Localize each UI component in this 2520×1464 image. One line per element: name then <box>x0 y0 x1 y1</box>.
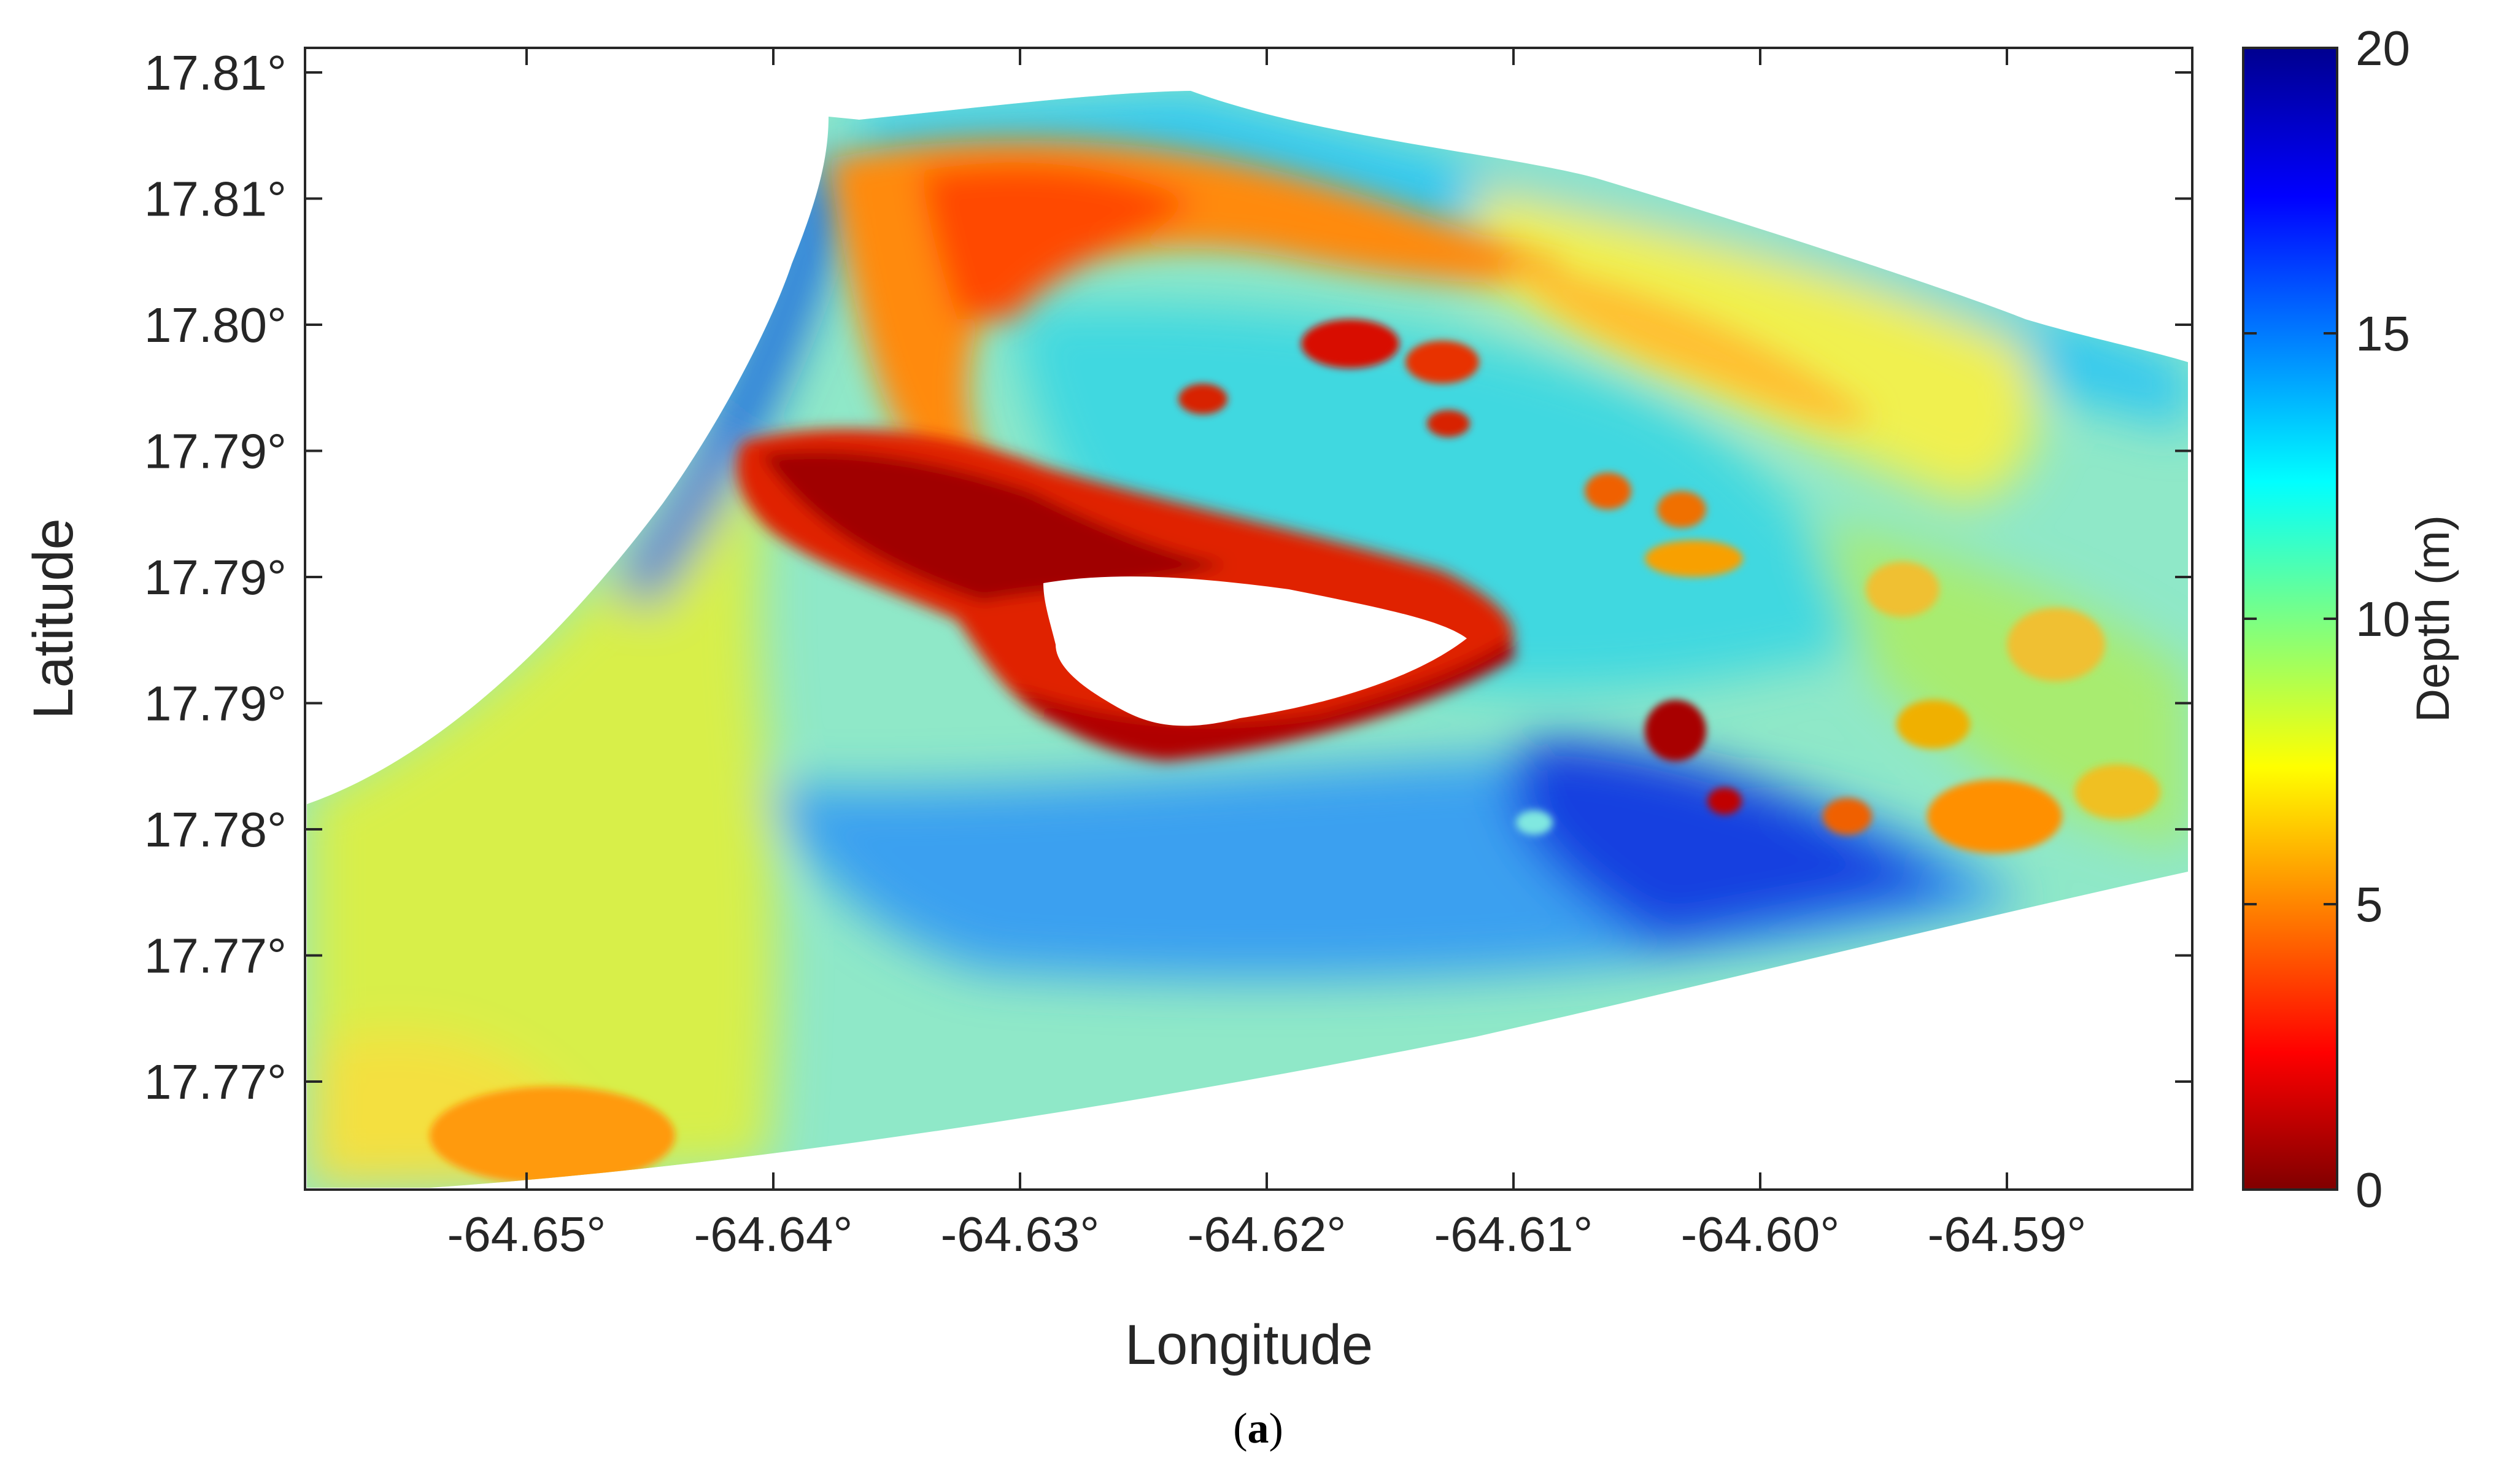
y-axis-ticks: 17.81° 17.81° 17.80° 17.79° 17.79° 17.79° 17.7… <box>144 45 2192 1109</box>
colorbar-tick-label: 5 <box>2356 877 2383 932</box>
y-tick-label: 17.77° <box>144 929 287 983</box>
x-tick-label: -64.60° <box>1681 1207 1840 1261</box>
y-tick-label: 17.79° <box>144 424 287 479</box>
x-axis-ticks: -64.65° -64.64° -64.63° -64.62° -64.61° -64.6… <box>447 48 2087 1261</box>
colorbar-tick-label: 10 <box>2356 592 2410 646</box>
caption-close-paren: ) <box>1269 1405 1283 1452</box>
y-axis-title: Latitude <box>22 518 85 719</box>
x-tick-label: -64.64° <box>694 1207 853 1261</box>
bathymetry-map <box>305 48 2192 1190</box>
caption-open-paren: ( <box>1233 1405 1247 1452</box>
caption-letter: a <box>1248 1405 1269 1452</box>
y-tick-label: 17.79° <box>144 676 287 731</box>
y-tick-label: 17.81° <box>144 172 287 227</box>
x-tick-label: -64.62° <box>1188 1207 1347 1261</box>
y-tick-label: 17.81° <box>144 45 287 100</box>
colorbar-title: Depth (m) <box>2407 515 2459 722</box>
figure-caption: (a) <box>1233 1405 1283 1452</box>
map-axes-box <box>304 47 2193 1191</box>
colorbar-tick-label: 0 <box>2356 1163 2383 1217</box>
colorbar-gradient <box>2242 47 2338 1191</box>
x-axis-title: Longitude <box>1125 1314 1373 1376</box>
y-tick-label: 17.77° <box>144 1055 287 1109</box>
y-tick-label: 17.79° <box>144 550 287 605</box>
y-tick-label: 17.78° <box>144 802 287 857</box>
depth-colorbar: 0 5 10 15 20 Depth (m) <box>2242 21 2459 1217</box>
x-tick-label: -64.65° <box>447 1207 606 1261</box>
colorbar-tick-label: 15 <box>2356 306 2410 361</box>
x-tick-label: -64.61° <box>1434 1207 1593 1261</box>
x-tick-label: -64.59° <box>1928 1207 2087 1261</box>
colorbar-ticks: 0 5 10 15 20 <box>2243 21 2410 1217</box>
colorbar-tick-label: 20 <box>2356 21 2410 76</box>
x-tick-label: -64.63° <box>941 1207 1100 1261</box>
y-tick-label: 17.80° <box>144 298 287 352</box>
